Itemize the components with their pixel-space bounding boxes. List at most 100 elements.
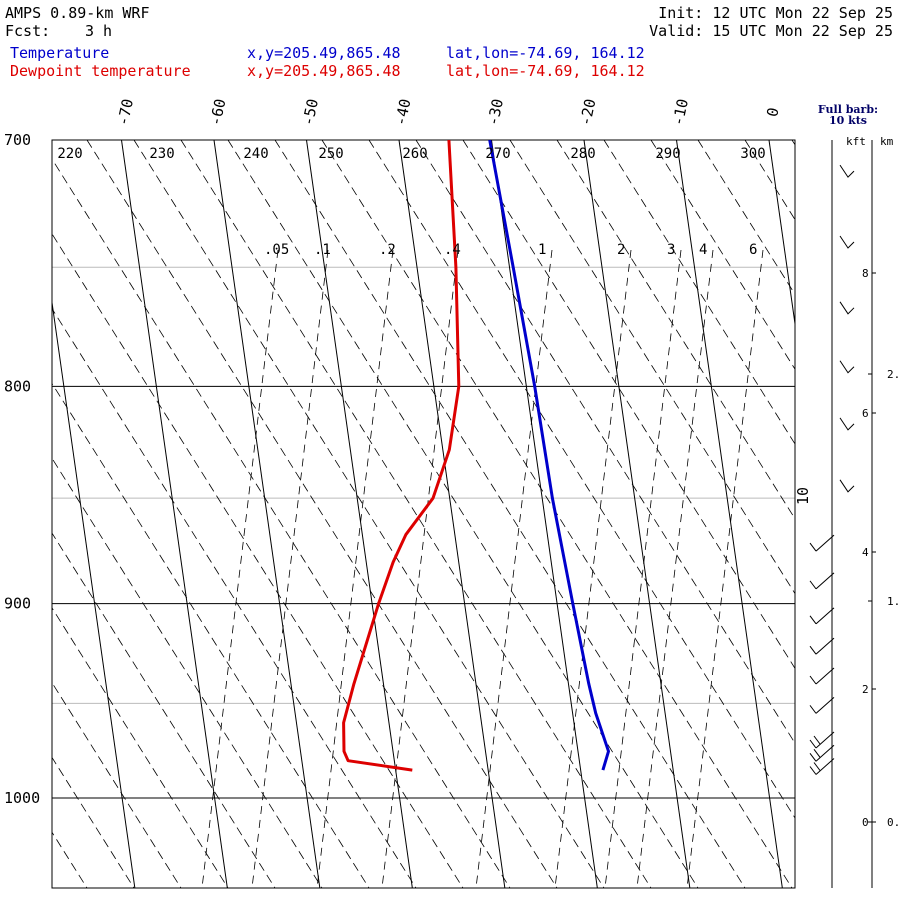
isotherm-line — [0, 140, 42, 888]
km-tick-label: 2. — [887, 368, 900, 381]
wind-barb — [839, 235, 855, 249]
barb-legend: Full barb: 10 kts — [810, 104, 886, 126]
init-time: Init: 12 UTC Mon 22 Sep 25 — [658, 4, 893, 22]
adiabat-guide-line — [52, 681, 182, 888]
wind-profile: 10 kft km 8 6 4 2 0 2. 1. 0. — [794, 135, 900, 888]
wind-barb-flag — [813, 762, 821, 771]
mixing-ratio-line — [381, 249, 459, 888]
wind-barb — [839, 479, 855, 493]
wind-barb-stroke — [839, 479, 855, 493]
kft-tick-label: 2 — [862, 683, 869, 696]
mixing-ratio-label: .1 — [314, 242, 331, 258]
wind-barb — [809, 534, 835, 552]
adiabat-guide-line — [52, 756, 135, 888]
isotherm-line — [676, 140, 783, 888]
adiabat-guide-line — [52, 457, 323, 888]
isotherm-line — [52, 298, 136, 888]
theta-label: 300 — [740, 146, 765, 162]
adiabat-guide-line — [603, 140, 795, 445]
isotherm-line — [121, 140, 228, 888]
adiabat-guide-line — [321, 140, 793, 888]
wind-barb — [809, 744, 835, 762]
mixing-ratio-line — [201, 249, 279, 888]
isotherm-line — [306, 140, 413, 888]
valid-time: Valid: 15 UTC Mon 22 Sep 25 — [649, 22, 893, 40]
adiabat-guide-line — [227, 140, 699, 888]
mixing-ratio-label: 6 — [749, 242, 757, 258]
theta-label: 250 — [318, 146, 343, 162]
theta-label: 220 — [57, 146, 82, 162]
legend-dewpoint-latlon: lat,lon=-74.69, 164.12 — [446, 62, 645, 80]
sounding-series — [342, 140, 610, 772]
barb-legend-line2: 10 kts — [828, 114, 868, 127]
wind-barb-flag — [813, 748, 821, 758]
kft-tick-label: 4 — [862, 546, 869, 559]
wind-barb-flag — [809, 705, 817, 714]
theta-label: 240 — [243, 146, 268, 162]
adiabat-guide-line — [52, 158, 511, 888]
wind-barb — [809, 696, 835, 714]
legend-temperature: Temperature — [10, 44, 110, 62]
legend-temperature-latlon: lat,lon=-74.69, 164.12 — [446, 44, 645, 62]
wind-barb-stroke — [839, 164, 855, 178]
wind-barb-staff — [815, 696, 835, 714]
mixing-ratio-label: 3 — [667, 242, 675, 258]
adiabat-guide-line — [52, 307, 417, 888]
theta-label: 230 — [149, 146, 174, 162]
temperature-label: 0 — [763, 106, 782, 119]
adiabat-guide-line — [509, 140, 795, 595]
isotherms — [0, 140, 795, 888]
adiabat-guide-line — [415, 140, 795, 744]
wind-barb-stroke — [839, 301, 855, 315]
wind-barb — [809, 607, 835, 625]
theta-label: 260 — [402, 146, 427, 162]
kft-tick-label: 8 — [862, 267, 869, 280]
wind-barb — [809, 572, 835, 590]
wind-barb-staff — [815, 744, 835, 762]
wind-barb-flag — [809, 675, 817, 685]
wind-barb-flag — [809, 542, 817, 552]
temperature-label: -40 — [391, 97, 414, 127]
mixing-ratio-line — [251, 249, 329, 888]
adiabat-guide-line — [462, 140, 795, 670]
temperature-label: -50 — [299, 97, 322, 127]
legend-dewpoint: Dewpoint temperature — [10, 62, 191, 80]
wind-barb-staff — [815, 534, 835, 552]
isotherm-line — [213, 140, 321, 888]
mixing-ratio-label: 4 — [699, 242, 707, 258]
adiabat-guide-line — [133, 140, 605, 888]
adiabat-guide-line — [556, 140, 795, 520]
mixing-ratio-lines — [201, 249, 764, 888]
isotherm-line — [398, 140, 506, 888]
wind-barb-flag — [809, 615, 817, 625]
wind-barb — [809, 758, 835, 775]
plot-frame — [51, 139, 796, 889]
adiabat-guide-line — [791, 140, 795, 146]
mixing-ratio-label: .4 — [444, 242, 461, 258]
light-isobars — [52, 266, 795, 704]
legend-dewpoint-xy: x,y=205.49,865.48 — [247, 62, 401, 80]
wind-barb-staff — [815, 667, 835, 685]
adiabat-guide-line — [650, 140, 795, 370]
isotherm-line — [583, 140, 691, 888]
adiabat-guide-line — [180, 140, 652, 888]
adiabat-guide-line — [697, 140, 795, 296]
temperature-line — [488, 140, 610, 771]
isotherm-line — [768, 140, 795, 328]
temperature-label: -30 — [484, 97, 507, 127]
wind-barb-stroke — [839, 360, 855, 374]
wind-barb-staff — [815, 607, 835, 625]
wind-barb — [839, 360, 855, 374]
barb-legend-line1: Full barb: — [817, 103, 879, 116]
mixing-ratio-label: .05 — [264, 242, 289, 258]
adiabat-guide-line — [368, 140, 795, 819]
wind-barb — [839, 301, 855, 315]
wind-barb — [809, 637, 835, 655]
mixing-ratio-line — [636, 249, 714, 888]
kft-tick-label: 6 — [862, 407, 869, 420]
wind-barb-stroke — [839, 417, 855, 431]
isotherm-line — [491, 140, 598, 888]
mixing-ratio-label: 1 — [538, 242, 546, 258]
wind-barb — [839, 164, 855, 178]
